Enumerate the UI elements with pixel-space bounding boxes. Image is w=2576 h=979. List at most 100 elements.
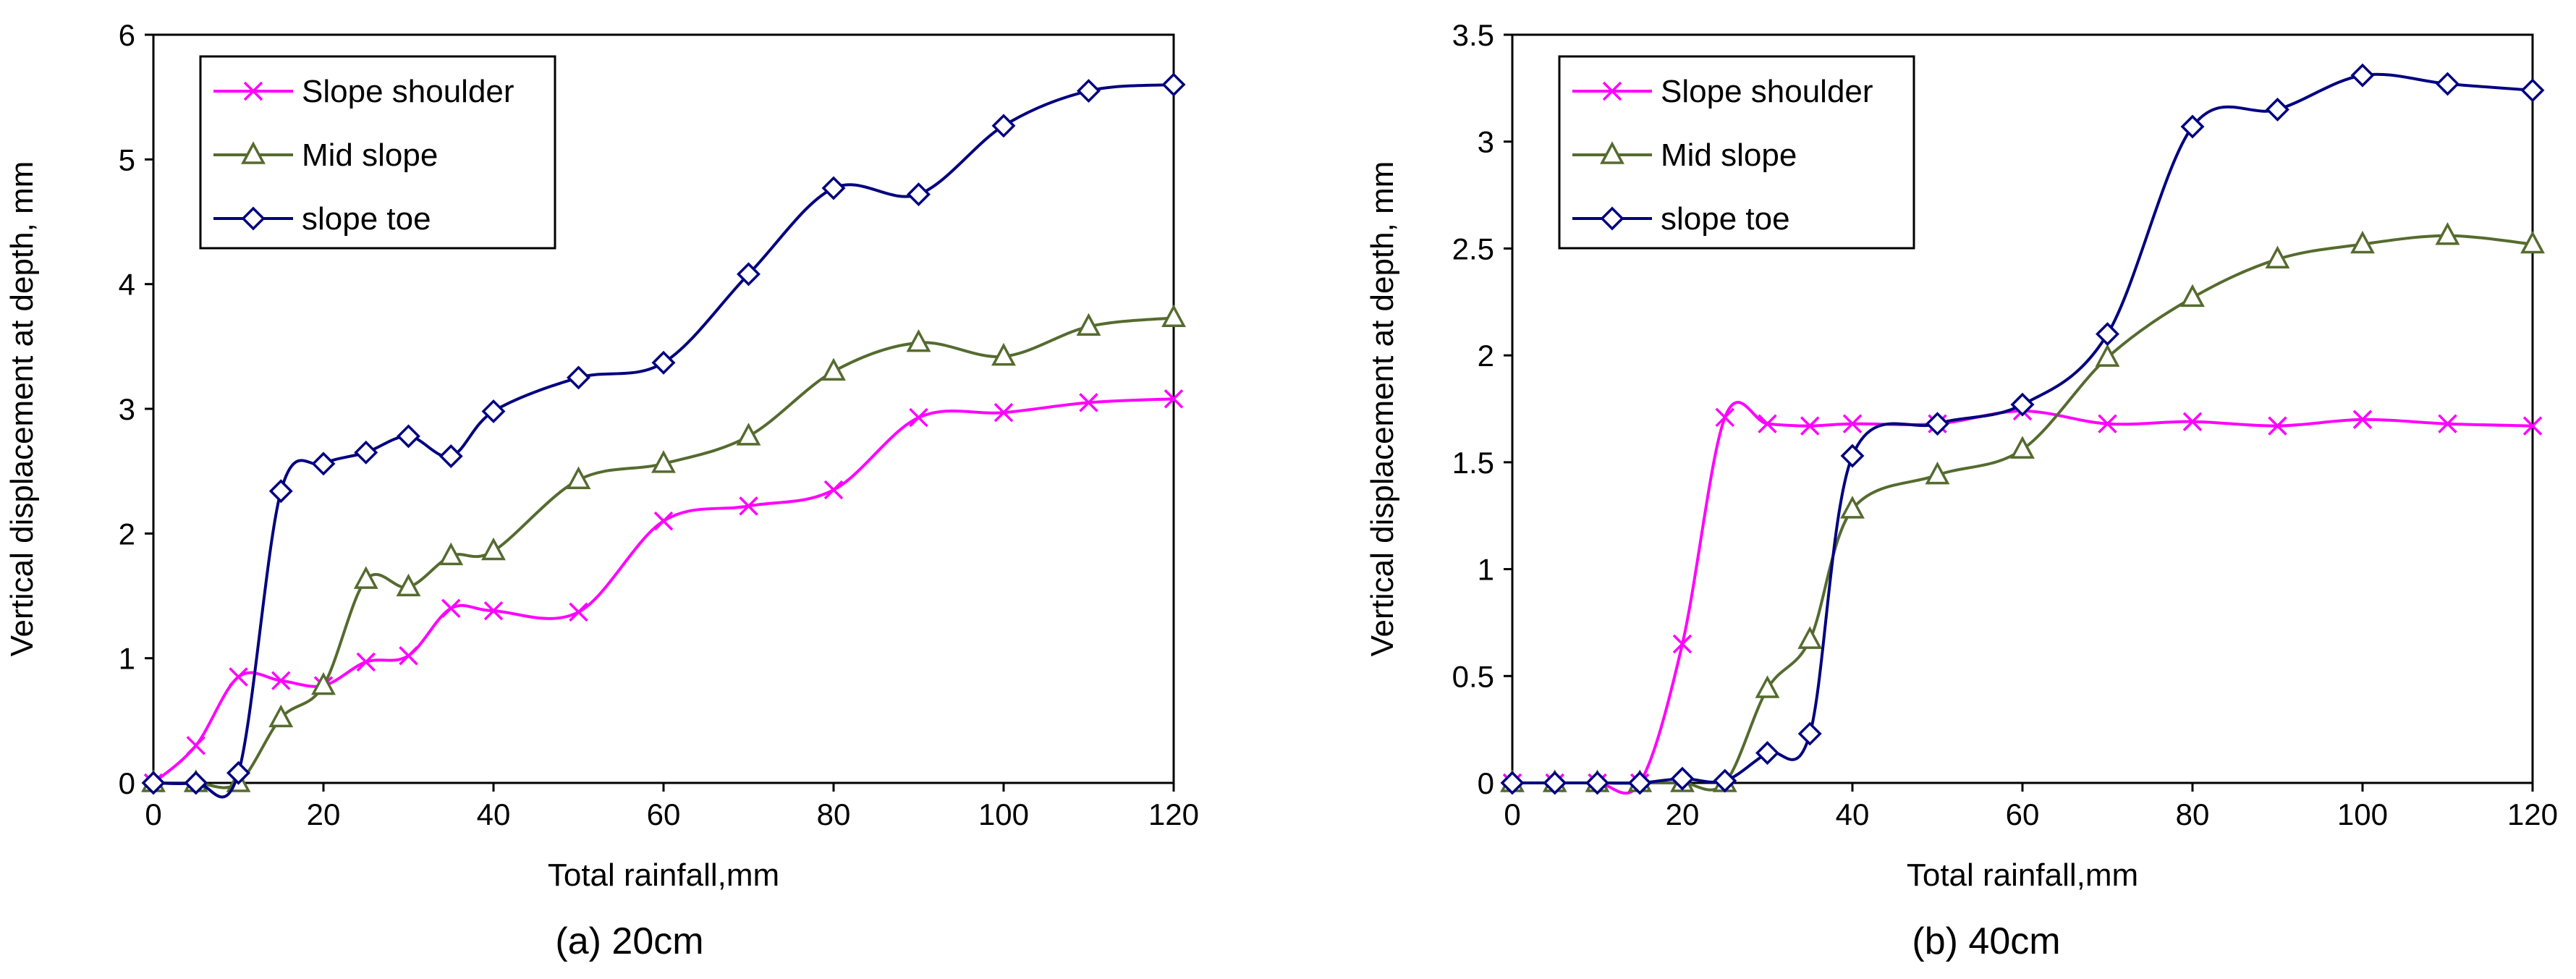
legend-label: slope toe <box>1661 201 1790 237</box>
data-point-x <box>569 602 588 622</box>
y-tick-label: 2.5 <box>1452 232 1494 266</box>
data-point-diamond <box>1840 444 1865 468</box>
data-point-x <box>1800 416 1820 436</box>
x-axis-label: Total rainfall,mm <box>1907 857 2138 893</box>
data-point-x <box>2268 416 2287 436</box>
x-tick-label: 0 <box>145 797 161 831</box>
data-point-triangle <box>2010 436 2035 459</box>
legend-label: Mid slope <box>302 137 438 173</box>
y-tick-label: 6 <box>119 18 135 52</box>
series-line <box>153 82 1174 799</box>
data-point-x <box>2182 412 2203 431</box>
legend: Slope shoulder Mid slope slope toe <box>199 55 556 250</box>
data-point-diamond <box>2350 63 2375 88</box>
data-point-diamond <box>268 479 293 504</box>
data-point-diamond <box>438 444 463 468</box>
data-point-diamond <box>2096 322 2119 347</box>
legend-label: Slope shoulder <box>1661 74 1873 109</box>
x-tick-label: 40 <box>477 797 511 831</box>
data-point-triangle <box>2180 284 2205 308</box>
legend-label: slope toe <box>302 201 431 237</box>
x-tick-label: 80 <box>817 797 851 831</box>
data-point-triangle <box>481 537 506 561</box>
data-point-x <box>441 598 461 618</box>
data-point-diamond <box>1755 741 1779 766</box>
y-tick-label: 4 <box>119 268 135 302</box>
data-point-triangle <box>438 542 464 566</box>
series-line <box>1512 72 2533 785</box>
data-point-x <box>739 496 758 516</box>
data-point-x <box>186 736 206 755</box>
data-point-diamond <box>1500 771 1525 795</box>
x-tick-label: 100 <box>978 797 1029 831</box>
data-point-diamond <box>2180 114 2205 139</box>
data-point-x <box>653 511 674 531</box>
y-tick-label: 2 <box>1478 339 1494 373</box>
data-point-diamond <box>184 771 208 795</box>
x-tick-label: 60 <box>2006 797 2040 831</box>
data-point-diamond <box>651 350 676 375</box>
legend: Slope shoulder Mid slope slope toe <box>1558 55 1915 250</box>
y-tick-label: 0 <box>119 766 135 800</box>
x-tick-label: 100 <box>2337 797 2388 831</box>
data-point-diamond <box>311 452 336 476</box>
data-point-triangle <box>1755 675 1780 698</box>
data-point-diamond <box>1925 412 1949 436</box>
data-point-x <box>909 407 928 428</box>
data-point-triangle <box>2095 344 2120 367</box>
x-tick-label: 40 <box>1836 797 1870 831</box>
data-point-triangle <box>651 450 676 473</box>
data-point-x <box>2522 416 2543 436</box>
y-tick-label: 0 <box>1478 766 1494 800</box>
data-point-diamond <box>567 365 590 390</box>
data-point-triangle <box>736 423 761 446</box>
legend-marker-diamond <box>241 206 266 231</box>
data-point-x <box>1758 414 1777 433</box>
series-slope-shoulder <box>1502 401 2543 795</box>
data-point-diamond <box>1077 79 1101 103</box>
data-point-triangle <box>906 329 931 352</box>
data-point-triangle <box>353 566 378 589</box>
series-line <box>153 316 1174 789</box>
y-tick-label: 3 <box>119 392 135 426</box>
data-point-diamond <box>2010 392 2035 417</box>
data-point-triangle <box>2350 230 2375 254</box>
data-point-x <box>2352 410 2373 430</box>
data-point-diamond <box>821 176 846 200</box>
x-tick-label: 20 <box>1666 797 1700 831</box>
data-point-x <box>399 645 418 666</box>
data-point-diamond <box>354 440 378 465</box>
data-point-diamond <box>397 424 420 449</box>
data-point-x <box>1164 389 1184 409</box>
data-point-triangle <box>991 342 1016 366</box>
data-point-triangle <box>2520 230 2545 254</box>
x-axis-label: Total rainfall,mm <box>548 857 779 893</box>
data-point-triangle <box>566 466 591 489</box>
data-point-x <box>356 652 376 672</box>
y-tick-label: 1 <box>119 642 135 676</box>
data-point-triangle <box>1797 626 1823 649</box>
data-point-x <box>483 601 504 621</box>
data-point-diamond <box>737 262 760 287</box>
data-point-x <box>1842 414 1863 433</box>
y-axis-label: Vertical displacement at depth, mm <box>1365 161 1400 657</box>
y-tick-label: 2 <box>119 517 135 551</box>
data-point-diamond <box>2266 97 2289 122</box>
y-axis-label: Vertical displacement at depth, mm <box>4 161 40 657</box>
data-point-triangle <box>2265 245 2290 268</box>
data-point-diamond <box>1797 721 1822 746</box>
data-point-triangle <box>268 704 294 728</box>
data-point-x <box>993 402 1014 423</box>
series-line <box>1512 234 2533 792</box>
y-tick-label: 1.5 <box>1452 446 1494 480</box>
data-point-diamond <box>141 771 166 795</box>
chart-caption: (a) 20cm <box>555 920 703 962</box>
series-slope-toe <box>141 72 1186 799</box>
series-mid-slope <box>1500 222 2545 792</box>
legend-marker-diamond <box>1600 206 1624 231</box>
data-point-x <box>823 480 844 500</box>
x-tick-label: 120 <box>2507 797 2558 831</box>
y-tick-label: 0.5 <box>1452 659 1494 693</box>
